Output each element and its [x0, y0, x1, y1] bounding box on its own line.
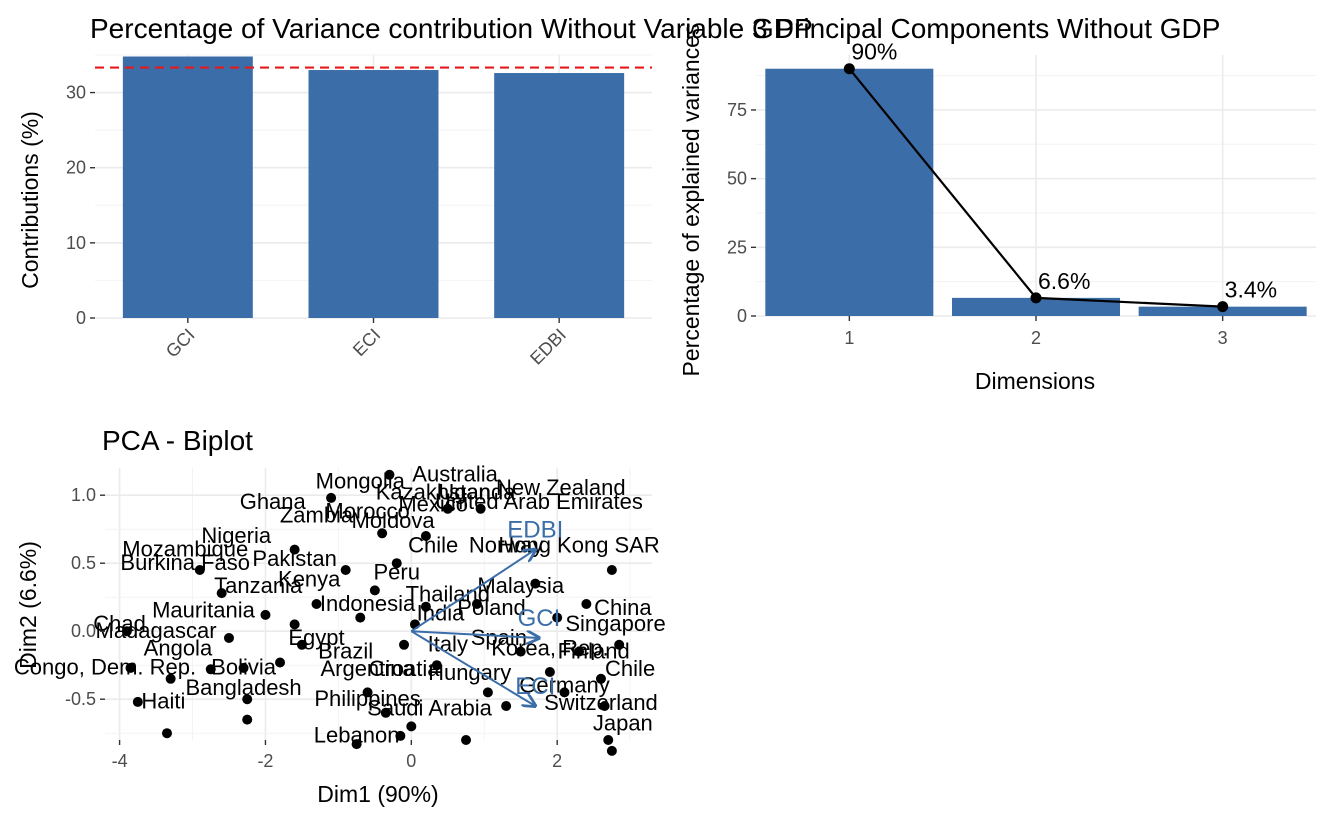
contributions-y-tick-label: 20 — [66, 158, 86, 178]
country-point — [242, 715, 252, 725]
scree-y-tick-label: 0 — [737, 306, 747, 326]
country-point — [603, 735, 613, 745]
scree-panel: 3 Principal Components Without GDP 90% 6.… — [678, 13, 1316, 394]
scree-y-label: Percentage of explained variances — [678, 24, 704, 377]
country-label: Japan — [593, 710, 653, 735]
country-point — [260, 610, 270, 620]
country-point — [607, 746, 617, 756]
country-label: Tanzania — [214, 573, 303, 598]
country-label: Chile — [408, 532, 458, 557]
variance-data-label: 3.4% — [1225, 277, 1277, 303]
variance-data-label: 6.6% — [1038, 268, 1090, 294]
biplot-y-tick-label: 0.5 — [71, 553, 96, 573]
variance-point — [1217, 301, 1228, 312]
biplot-x-tick-label: -2 — [257, 751, 273, 771]
variance-point — [1031, 292, 1042, 303]
country-point — [224, 633, 234, 643]
scree-x-tick-label: 1 — [844, 328, 854, 348]
country-point — [607, 565, 617, 575]
country-point — [461, 735, 471, 745]
scree-y-tick-label: 25 — [727, 237, 747, 257]
contribution-bar — [494, 73, 624, 318]
scree-x-label: Dimensions — [975, 368, 1095, 394]
variance-bar — [765, 69, 933, 316]
country-point — [501, 701, 511, 711]
contributions-x-tick-label: EDBI — [526, 325, 570, 369]
contribution-bar — [123, 57, 253, 318]
scree-title: 3 Principal Components Without GDP — [752, 13, 1220, 44]
country-label: Lebanon — [314, 723, 400, 748]
country-label: Poland — [457, 595, 526, 620]
loading-label: ECI — [515, 673, 555, 700]
contributions-y-tick-label: 10 — [66, 233, 86, 253]
contributions-x-tick-label: ECI — [349, 325, 384, 360]
country-point — [406, 721, 416, 731]
contributions-title: Percentage of Variance contribution With… — [90, 13, 813, 44]
country-point — [399, 640, 409, 650]
biplot-y-tick-label: 1.0 — [71, 485, 96, 505]
contributions-y-label: Contributions (%) — [17, 111, 43, 289]
country-point — [275, 657, 285, 667]
scree-y-tick-label: 75 — [727, 100, 747, 120]
biplot-x-tick-label: 0 — [406, 751, 416, 771]
scree-x-tick-label: 3 — [1218, 328, 1228, 348]
biplot-y-label: Dim2 (6.6%) — [15, 541, 41, 669]
country-label: Moldova — [352, 508, 436, 533]
variance-data-label: 90% — [851, 39, 897, 65]
biplot-y-tick-label: -0.5 — [65, 689, 96, 709]
country-label: Congo, Dem. Rep. — [14, 655, 196, 680]
variance-point — [844, 63, 855, 74]
country-label: Brazil — [318, 638, 373, 663]
biplot-y-tick-label: 0.0 — [71, 621, 96, 641]
country-label: Singapore — [565, 611, 665, 636]
loading-label: EDBI — [507, 517, 563, 544]
contributions-x-tick-label: GCI — [162, 325, 199, 362]
country-label: Bangladesh — [185, 675, 301, 700]
country-label: Indonesia — [320, 591, 416, 616]
scree-y-tick-label: 50 — [727, 169, 747, 189]
biplot-x-label: Dim1 (90%) — [317, 781, 438, 807]
biplot-x-tick-label: -4 — [112, 751, 128, 771]
contributions-y-tick-label: 0 — [76, 308, 86, 328]
country-label: Haiti — [141, 689, 185, 714]
contributions-y-tick-label: 30 — [66, 83, 86, 103]
loading-label: GCI — [518, 605, 561, 632]
scree-x-tick-label: 2 — [1031, 328, 1041, 348]
biplot-panel: PCA - Biplot MongoliaAustraliaKazakhstan… — [14, 425, 666, 807]
contribution-bar — [309, 70, 439, 318]
country-label: Saudi Arabia — [367, 696, 493, 721]
country-point — [581, 599, 591, 609]
country-label: Burkina Faso — [120, 550, 250, 575]
biplot-x-tick-label: 2 — [552, 751, 562, 771]
country-label: Hungary — [428, 660, 511, 685]
biplot-title: PCA - Biplot — [102, 425, 253, 456]
country-point — [162, 728, 172, 738]
country-label: Finland — [558, 638, 630, 663]
country-point — [341, 565, 351, 575]
